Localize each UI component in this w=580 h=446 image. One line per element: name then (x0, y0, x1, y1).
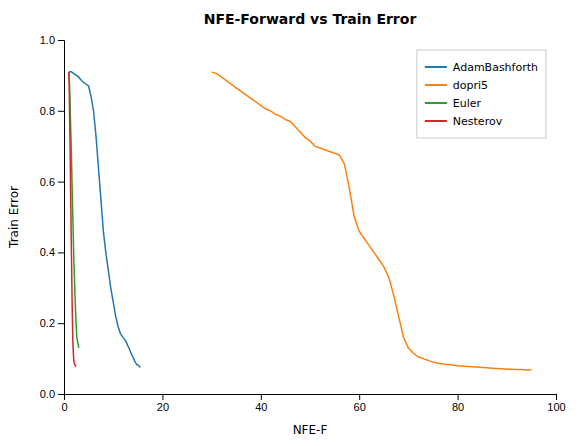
lines (69, 72, 531, 370)
x-tick-mark (261, 394, 262, 400)
y-tick: 0.0 (40, 388, 64, 400)
legend-label: Euler (453, 97, 482, 110)
chart-title: NFE-Forward vs Train Error (204, 11, 417, 27)
legend: AdamBashforth dopri5 Euler Nesterov (417, 50, 546, 138)
x-axis-line (65, 395, 557, 401)
y-tick-mark (58, 394, 64, 395)
x-tick: 100 (547, 394, 565, 413)
y-tick-label: 0.4 (40, 246, 55, 258)
y-tick-label: 0.2 (40, 317, 55, 329)
x-tick-label: 60 (354, 401, 366, 413)
x-tick-label: 0 (61, 401, 67, 413)
y-axis-title: Train Error (7, 186, 21, 249)
series-line (69, 72, 140, 368)
legend-swatch (425, 120, 447, 122)
y-axis: 0.0 0.2 0.4 0.6 0.8 1.0 (40, 34, 65, 400)
y-tick-label: 0.6 (40, 176, 55, 188)
plot-area: 0 20 40 60 80 100 0.0 0.2 0.4 0.6 0.8 1.0 AdamBashfo… (40, 34, 566, 413)
series-line (69, 72, 76, 367)
y-tick-label: 0.0 (40, 388, 55, 400)
y-tick-label: 1.0 (40, 34, 55, 46)
y-tick: 0.6 (40, 176, 64, 188)
x-tick: 80 (452, 394, 464, 413)
y-tick-mark (58, 252, 64, 253)
legend-label: dopri5 (453, 79, 488, 92)
chart: 0 20 40 60 80 100 0.0 0.2 0.4 0.6 0.8 1.0 AdamBashfo… (0, 0, 580, 446)
legend-box (417, 50, 546, 138)
x-tick-mark (162, 394, 163, 400)
x-tick-mark (556, 394, 557, 400)
legend-label: AdamBashforth (453, 61, 538, 74)
legend-swatch (425, 66, 447, 68)
y-tick-mark (58, 111, 64, 112)
y-tick-mark (58, 40, 64, 41)
y-tick-label: 0.8 (40, 105, 55, 117)
y-tick: 0.2 (40, 317, 64, 329)
y-tick-mark (58, 182, 64, 183)
x-tick: 0 (61, 394, 67, 413)
x-axis: 0 20 40 60 80 100 (61, 394, 565, 413)
x-tick: 20 (157, 394, 169, 413)
y-tick: 1.0 (40, 34, 64, 46)
x-tick-label: 40 (255, 401, 267, 413)
x-tick-mark (458, 394, 459, 400)
x-tick-label: 20 (157, 401, 169, 413)
y-tick: 0.8 (40, 105, 64, 117)
y-axis-line (58, 41, 65, 395)
x-tick-label: 100 (547, 401, 565, 413)
x-axis-title: NFE-F (293, 423, 328, 437)
series-line (212, 72, 532, 370)
y-tick: 0.4 (40, 246, 64, 258)
legend-swatch (425, 84, 447, 86)
x-tick-label: 80 (452, 401, 464, 413)
y-tick-mark (58, 323, 64, 324)
x-tick: 40 (255, 394, 267, 413)
x-tick: 60 (354, 394, 366, 413)
x-tick-mark (359, 394, 360, 400)
legend-swatch (425, 102, 447, 104)
legend-label: Nesterov (453, 115, 503, 128)
